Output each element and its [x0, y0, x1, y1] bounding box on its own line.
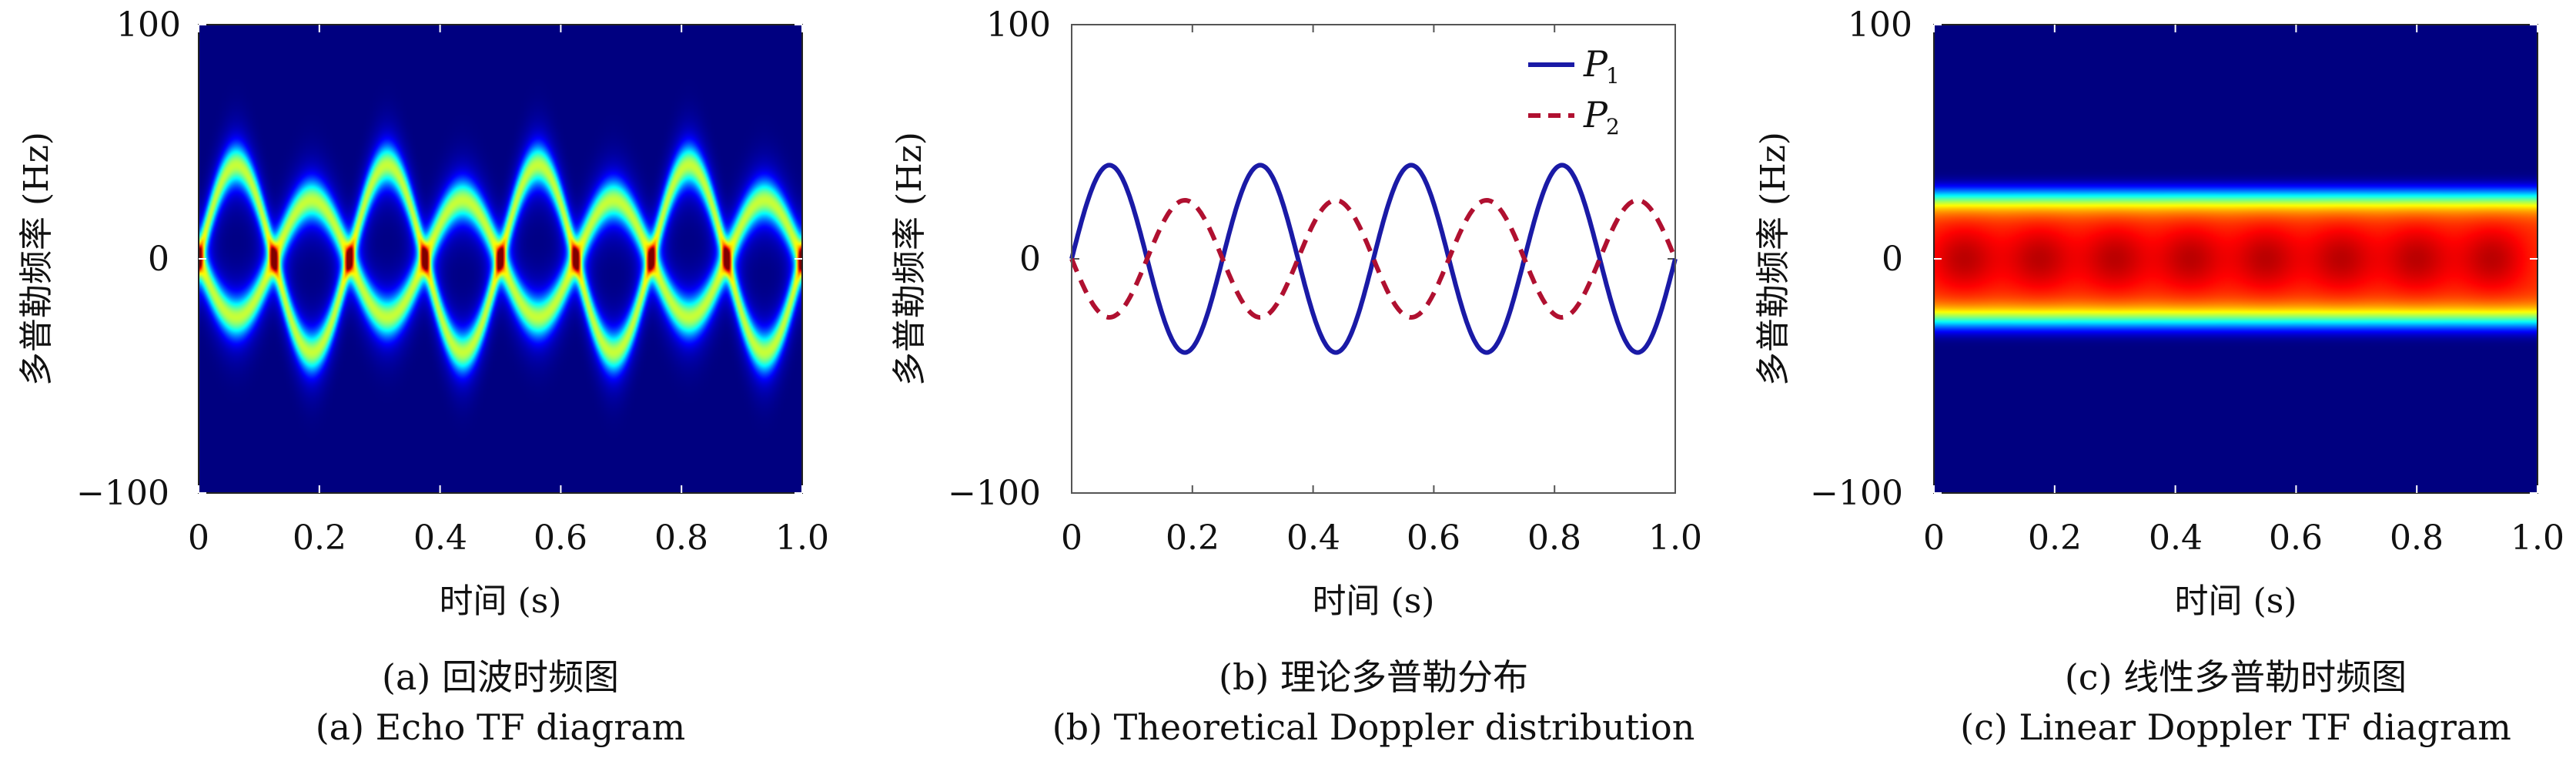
y-tick-c-mid: 0 [1882, 240, 1903, 279]
x-tick-c-3: 0.6 [2269, 518, 2323, 558]
legend-p2-subscript: 2 [1606, 114, 1620, 139]
y-tick-a-bottom: −100 [76, 474, 169, 513]
x-tick-a-5: 1.0 [775, 518, 829, 558]
caption-c-en: (c) Linear Doppler TF diagram [1960, 706, 2511, 748]
caption-a-en: (a) Echo TF diagram [316, 706, 686, 748]
y-tick-c-bottom: −100 [1810, 474, 1903, 513]
panel-a: 100 0 −100 0 0.2 0.4 0.6 0.8 1.0 时间 (s) … [17, 5, 829, 748]
panel-b: P 1 P 2 100 0 −100 0 0.2 0.4 0.6 0.8 1.0… [890, 5, 1702, 748]
y-tick-b-top: 100 [986, 5, 1051, 45]
x-tick-b-5: 1.0 [1648, 518, 1702, 558]
x-tick-a-3: 0.6 [534, 518, 587, 558]
legend-p1-label: P [1583, 43, 1608, 85]
x-tick-c-5: 1.0 [2511, 518, 2564, 558]
legend-p1-subscript: 1 [1606, 63, 1620, 89]
x-tick-a-2: 0.4 [413, 518, 467, 558]
x-tick-b-1: 0.2 [1166, 518, 1219, 558]
x-tick-a-4: 0.8 [654, 518, 708, 558]
y-axis-label-a: 多普勒频率 (Hz) [17, 132, 56, 386]
x-tick-b-3: 0.6 [1407, 518, 1460, 558]
caption-a-cn: (a) 回波时频图 [382, 656, 619, 698]
ticks-c [1933, 24, 2538, 494]
y-tick-a-top: 100 [116, 5, 181, 45]
y-tick-b-bottom: −100 [948, 474, 1041, 513]
x-axis-label-c: 时间 (s) [2175, 582, 2297, 621]
x-tick-a-0: 0 [188, 518, 209, 558]
caption-c-cn: (c) 线性多普勒时频图 [2065, 656, 2407, 698]
panel-c: 100 0 −100 0 0.2 0.4 0.6 0.8 1.0 时间 (s) … [1754, 5, 2564, 748]
x-axis-label-b: 时间 (s) [1313, 582, 1435, 621]
y-axis-label-b: 多普勒频率 (Hz) [890, 132, 929, 386]
y-tick-b-mid: 0 [1019, 240, 1041, 279]
heatmap-a-image [199, 25, 802, 493]
x-tick-c-0: 0 [1923, 518, 1945, 558]
x-tick-b-2: 0.4 [1286, 518, 1340, 558]
plot-b-frame [1071, 24, 1676, 494]
heatmap-c-image [1934, 25, 2538, 493]
series-p1-line [1069, 163, 1678, 355]
caption-b-cn: (b) 理论多普勒分布 [1219, 656, 1528, 698]
x-tick-c-2: 0.4 [2149, 518, 2203, 558]
y-axis-label-c: 多普勒频率 (Hz) [1754, 132, 1793, 386]
legend-p2-label: P [1583, 94, 1608, 136]
y-tick-c-top: 100 [1848, 5, 1912, 45]
legend-b: P 1 P 2 [1528, 43, 1620, 139]
x-tick-a-1: 0.2 [293, 518, 346, 558]
y-tick-a-mid: 0 [148, 240, 169, 279]
x-tick-c-4: 0.8 [2390, 518, 2444, 558]
x-tick-b-4: 0.8 [1527, 518, 1581, 558]
caption-b-en: (b) Theoretical Doppler distribution [1052, 706, 1695, 748]
series-p2-line [1069, 197, 1678, 320]
x-tick-c-1: 0.2 [2028, 518, 2082, 558]
x-tick-b-0: 0 [1061, 518, 1082, 558]
ticks-a [198, 24, 803, 494]
x-axis-label-a: 时间 (s) [440, 582, 562, 621]
